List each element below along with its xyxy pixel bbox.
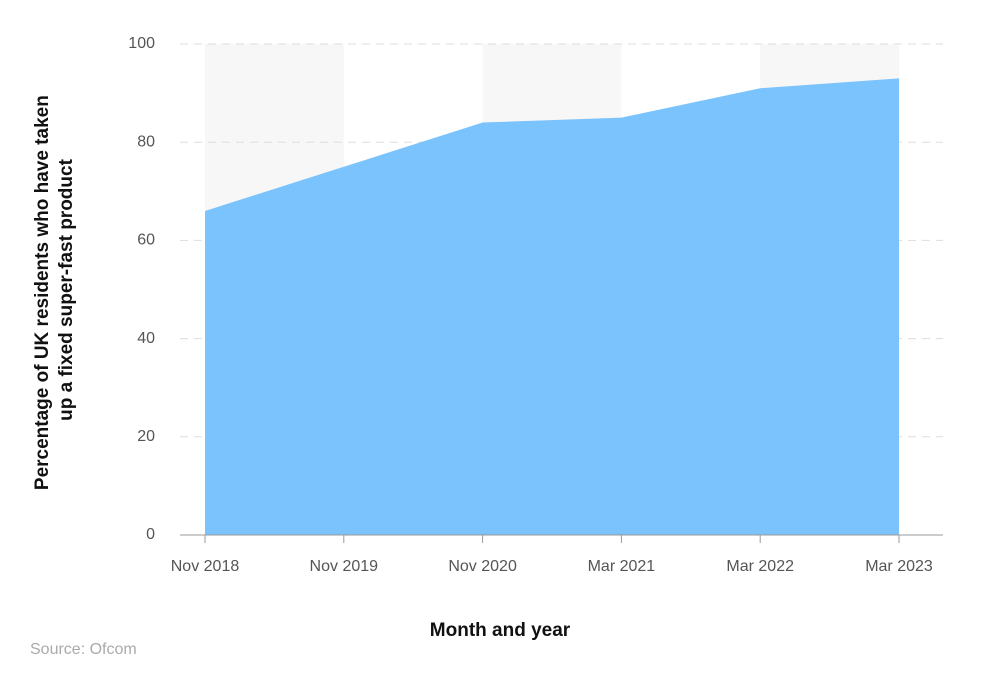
x-axis-title: Month and year bbox=[430, 620, 571, 641]
y-tick-label: 80 bbox=[137, 133, 155, 150]
y-axis-title-line: Percentage of UK residents who have take… bbox=[32, 95, 53, 490]
x-tick-label: Nov 2020 bbox=[448, 558, 517, 575]
x-tick-label: Mar 2022 bbox=[726, 558, 794, 575]
y-tick-label: 0 bbox=[146, 526, 155, 543]
area bbox=[205, 78, 899, 536]
x-tick-label: Mar 2021 bbox=[588, 558, 656, 575]
y-axis-title-line: up a fixed super-fast product bbox=[56, 158, 77, 420]
x-tick-label: Nov 2018 bbox=[171, 558, 240, 575]
y-tick-label: 100 bbox=[128, 35, 155, 52]
x-tick-label: Nov 2019 bbox=[310, 558, 379, 575]
y-tick-label: 20 bbox=[137, 428, 155, 445]
y-tick-label: 40 bbox=[137, 330, 155, 347]
y-tick-label: 60 bbox=[137, 232, 155, 249]
source: Source: Ofcom bbox=[30, 641, 137, 658]
y-axis-title: Percentage of UK residents who have take… bbox=[32, 90, 77, 490]
x-tick-label: Mar 2023 bbox=[865, 558, 933, 575]
